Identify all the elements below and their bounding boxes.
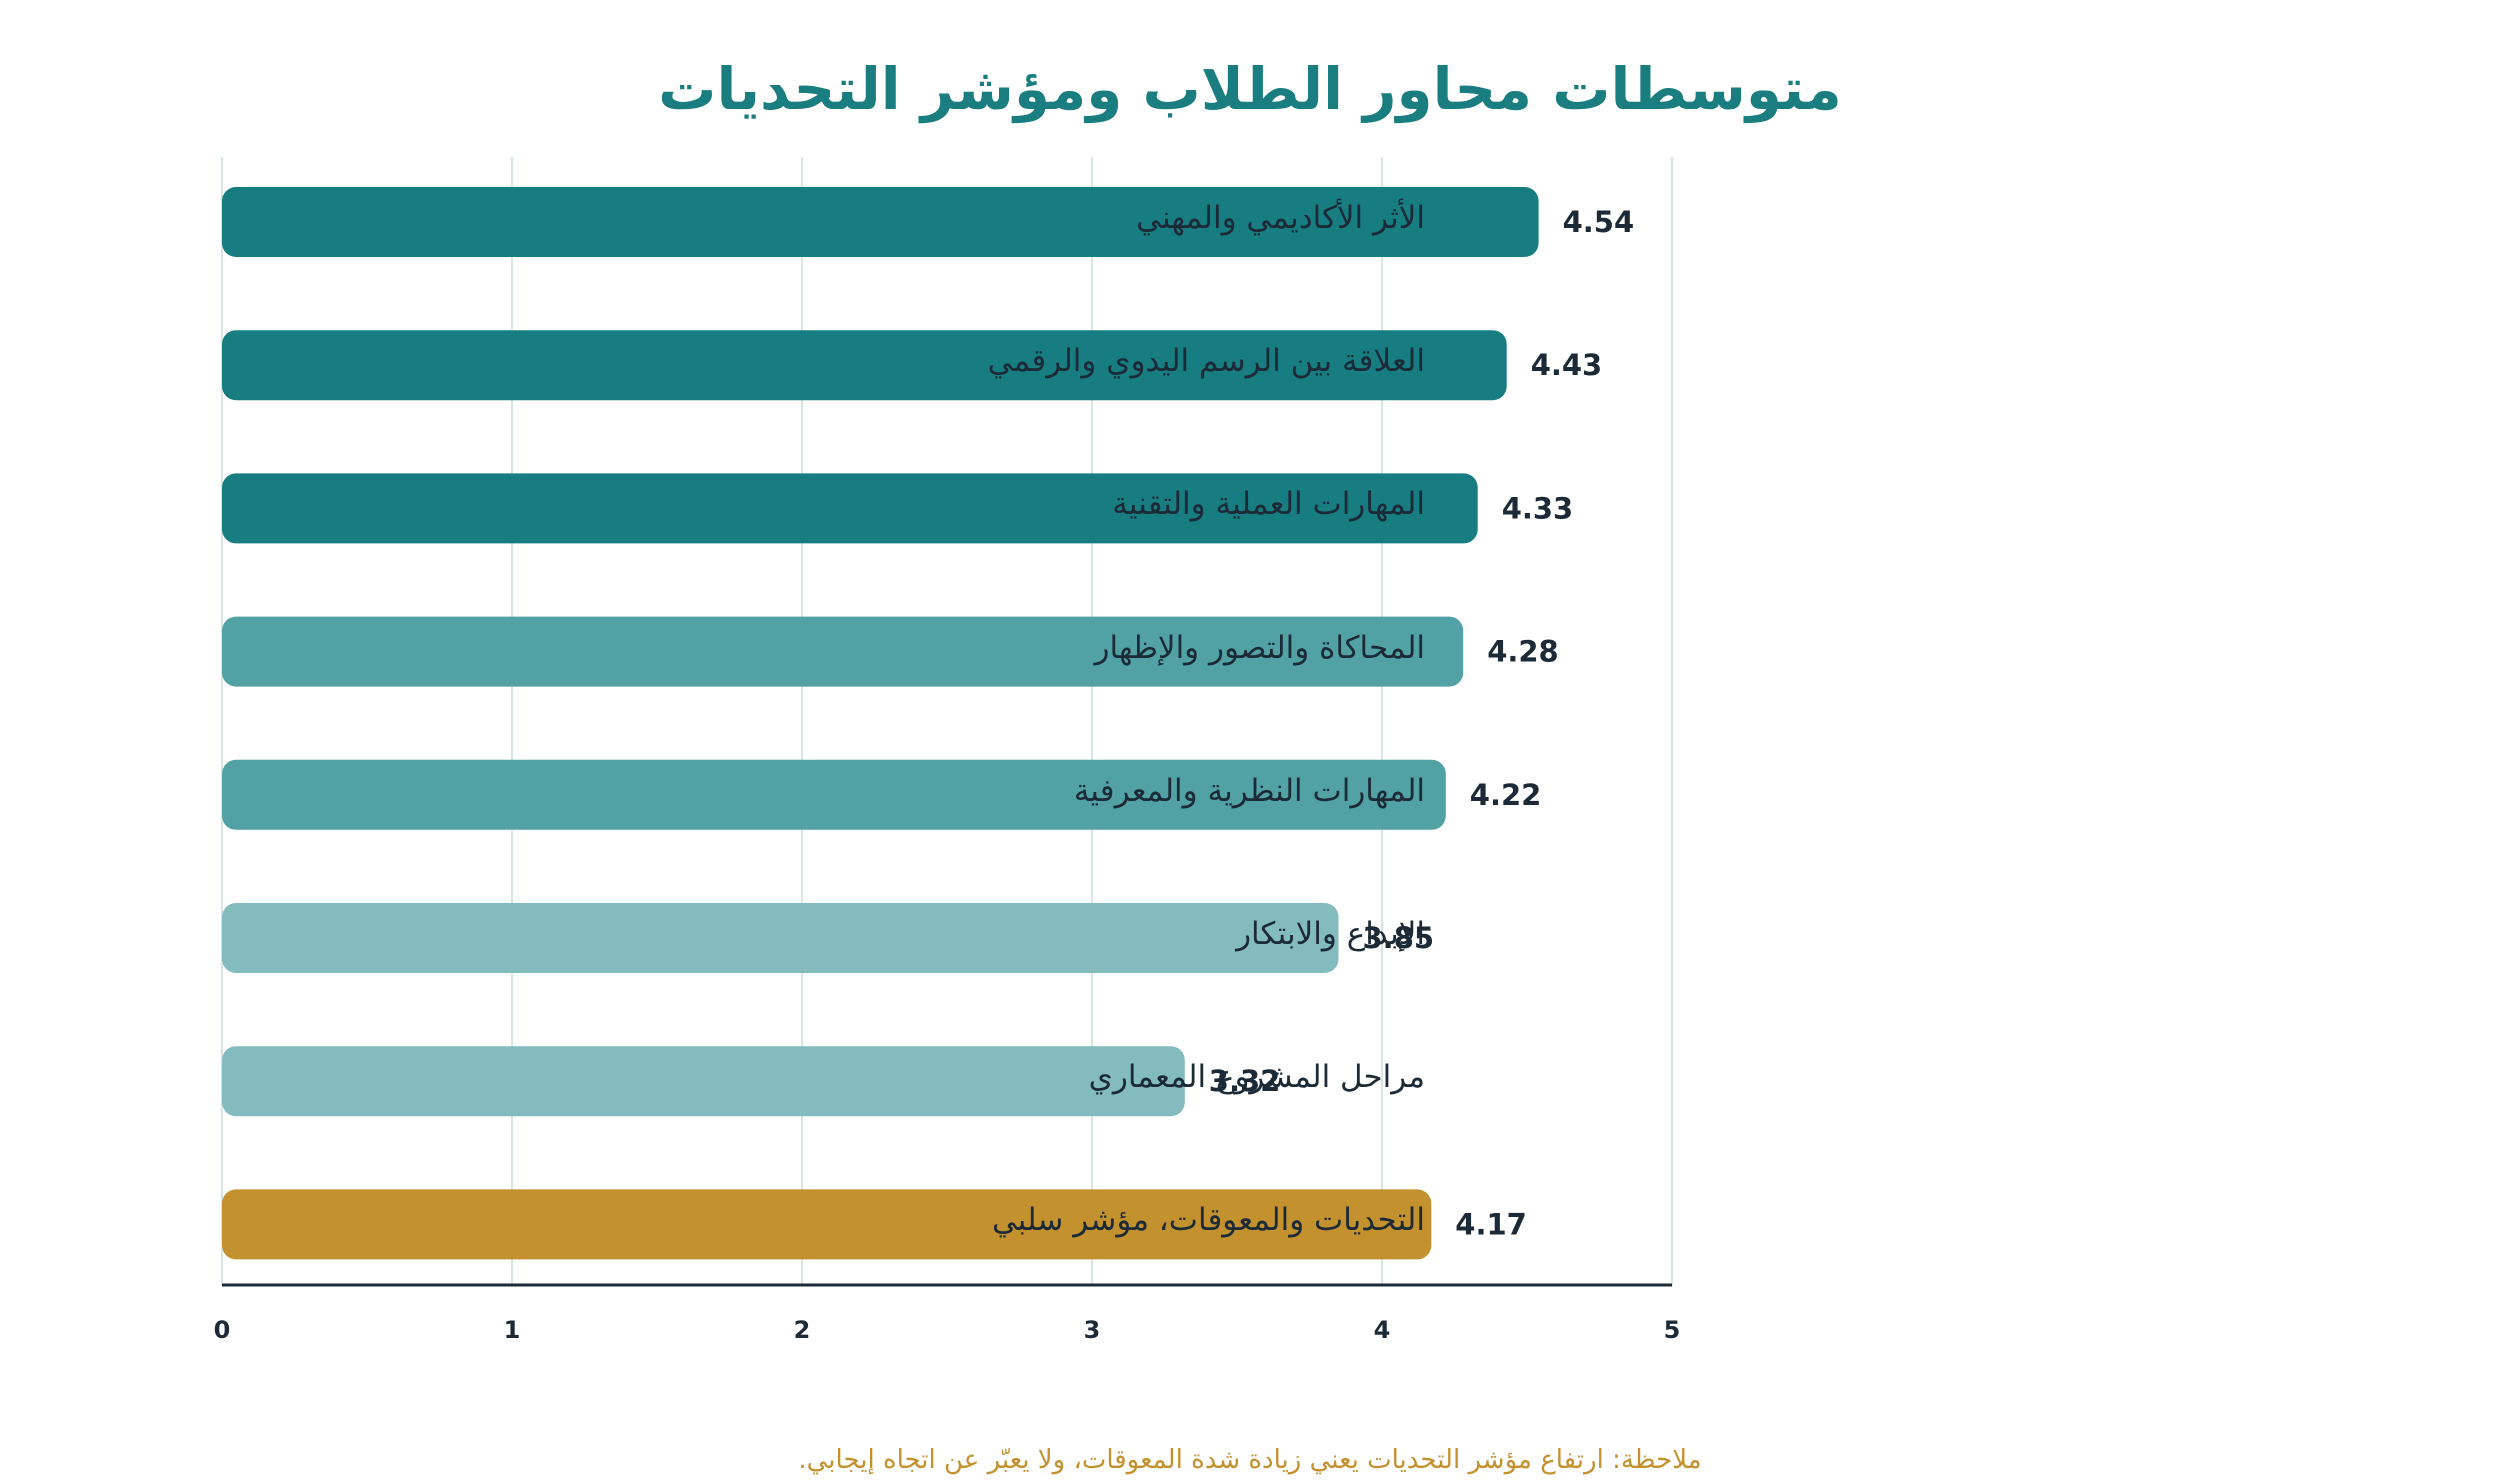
value-labels: 4.54 4.43 4.33 4.28 4.22 3.85 3.32 4.17	[1209, 205, 1634, 1241]
category-label: المحاكاة والتصور والإظهار	[1094, 629, 1425, 666]
category-label: مراحل المشروع المعماري	[1088, 1059, 1425, 1096]
bar	[222, 616, 1464, 687]
bar-value-label: 4.22	[1470, 778, 1542, 812]
category-label: المهارات العملية والتقنية	[1112, 486, 1425, 523]
category-label: المهارات النظرية والمعرفية	[1073, 772, 1425, 809]
bars	[222, 187, 1539, 1260]
category-label: التحديات والمعوقات، مؤشر سلبي	[991, 1202, 1425, 1239]
x-tick-label: 3	[1084, 1316, 1101, 1344]
bar	[222, 330, 1507, 401]
category-label: الإبداع والابتكار	[1236, 916, 1425, 952]
bar-value-label: 4.17	[1455, 1207, 1527, 1241]
chart-title: متوسطات محاور الطلاب ومؤشر التحديات	[658, 55, 1842, 123]
x-tick-label: 2	[794, 1316, 811, 1344]
bar-value-label: 3.32	[1209, 1064, 1281, 1098]
bar-value-label: 4.33	[1502, 491, 1574, 525]
bar	[222, 473, 1478, 544]
bar	[222, 187, 1539, 257]
bar-value-label: 4.28	[1487, 635, 1559, 669]
x-tick-label: 1	[504, 1316, 521, 1344]
bar-value-label: 4.54	[1563, 205, 1635, 239]
category-label: العلاقة بين الرسم اليدوي والرقمي	[987, 343, 1425, 380]
chart-note: ملاحظة: ارتفاع مؤشر التحديات يعني زيادة …	[798, 1445, 1702, 1475]
bar	[222, 759, 1446, 830]
category-label: الأثر الأكاديمي والمهني	[1136, 200, 1425, 236]
bar	[222, 1189, 1432, 1260]
bar	[222, 903, 1339, 973]
x-tick-label: 0	[214, 1316, 231, 1344]
x-tick-label: 4	[1374, 1316, 1391, 1344]
x-axis: 0 1 2 3 4 5	[214, 1283, 1681, 1344]
bar-value-label: 3.85	[1363, 921, 1435, 955]
bar	[222, 1046, 1185, 1117]
bar-value-label: 4.43	[1531, 348, 1603, 382]
x-tick-label: 5	[1664, 1316, 1681, 1344]
